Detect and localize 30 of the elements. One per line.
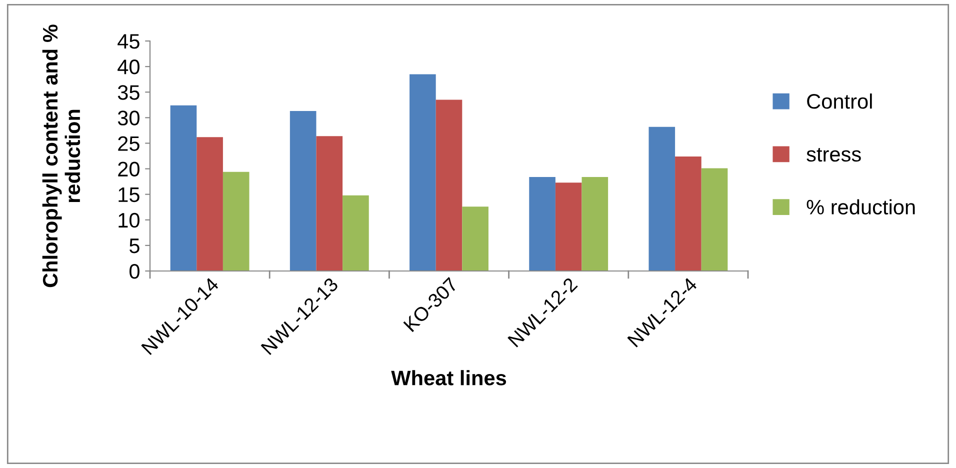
y-tick-label: 10 — [118, 212, 140, 228]
bar — [316, 136, 343, 271]
bar — [170, 105, 197, 271]
bar — [648, 126, 676, 271]
x-axis-title: Wheat lines — [391, 370, 506, 386]
bar — [342, 195, 369, 271]
bar — [582, 176, 608, 271]
bar — [410, 74, 436, 271]
bar — [529, 176, 556, 271]
bar — [555, 182, 582, 271]
legend-label: % reduction — [806, 199, 915, 215]
y-tick-label: 25 — [118, 136, 140, 151]
y-tick-label: 30 — [118, 110, 140, 126]
bar — [222, 172, 250, 271]
y-tick-label: 40 — [118, 60, 140, 74]
y-tick-label: 35 — [118, 85, 140, 100]
y-tick-label: 20 — [118, 162, 140, 177]
y-tick-label: 5 — [130, 238, 140, 254]
bar — [462, 206, 488, 271]
y-tick-label: 0 — [130, 264, 140, 279]
y-tick-label: 15 — [118, 188, 140, 202]
y-tick-label: 45 — [118, 34, 140, 49]
legend-label: stress — [806, 148, 861, 162]
bar — [701, 168, 728, 271]
bar — [196, 137, 223, 271]
legend-label: Control — [807, 93, 872, 109]
bar — [290, 111, 316, 271]
bar — [675, 156, 702, 271]
bar — [436, 100, 462, 271]
y-axis-title: Chlorophyll content and % reduction — [42, 24, 80, 288]
